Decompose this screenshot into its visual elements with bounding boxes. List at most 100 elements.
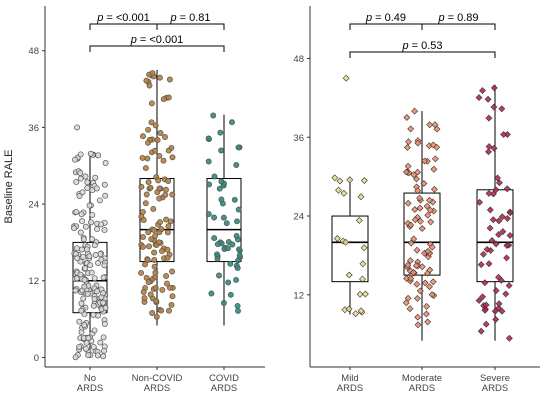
data-point xyxy=(482,320,490,328)
p-value-label: p = <0.001 xyxy=(130,34,184,46)
y-tick-label: 36 xyxy=(293,133,304,144)
data-point xyxy=(87,262,94,269)
data-point xyxy=(360,177,368,184)
data-point xyxy=(80,253,87,260)
data-point xyxy=(208,290,215,297)
p-symbol: p xyxy=(169,12,176,24)
data-point xyxy=(490,103,498,111)
data-point xyxy=(169,191,176,198)
data-point xyxy=(83,345,89,352)
data-point xyxy=(101,181,108,188)
data-point xyxy=(485,143,493,151)
data-point xyxy=(143,191,150,198)
data-point xyxy=(346,176,354,184)
data-point xyxy=(156,74,163,81)
data-point xyxy=(492,240,500,248)
bracket-line xyxy=(349,23,423,30)
data-point xyxy=(416,217,424,225)
data-point xyxy=(498,213,506,221)
data-point xyxy=(421,279,429,287)
data-point xyxy=(430,165,438,173)
data-point xyxy=(490,84,498,92)
p-value-label: p = 0.49 xyxy=(365,12,406,24)
data-point xyxy=(77,175,84,182)
data-point xyxy=(145,126,152,133)
data-point xyxy=(234,218,240,225)
data-point xyxy=(167,284,173,291)
data-point xyxy=(169,293,176,300)
data-point xyxy=(151,249,158,256)
data-point xyxy=(225,279,232,286)
data-point xyxy=(422,310,430,318)
data-point xyxy=(84,290,91,297)
data-point xyxy=(506,232,514,239)
p-value-text: = 0.89 xyxy=(445,12,479,24)
data-point xyxy=(495,231,503,239)
data-point xyxy=(506,209,514,217)
data-point xyxy=(361,290,369,298)
data-point xyxy=(144,257,151,264)
data-point xyxy=(81,276,88,283)
data-point xyxy=(164,229,171,236)
data-point xyxy=(216,272,222,279)
x-tick-label: Non-COVID xyxy=(132,373,183,384)
data-point xyxy=(403,114,411,121)
data-point xyxy=(164,280,170,287)
data-point xyxy=(82,223,89,230)
data-point xyxy=(205,211,212,218)
data-point xyxy=(428,243,436,251)
x-tick-label: ARDS xyxy=(211,383,237,394)
data-point xyxy=(143,77,150,84)
y-tick-label: 24 xyxy=(28,200,39,211)
data-point xyxy=(140,243,146,250)
data-point xyxy=(155,177,162,184)
data-point xyxy=(407,239,415,247)
data-point xyxy=(407,275,415,283)
comparison-bracket: p = <0.001 xyxy=(89,12,158,30)
data-point xyxy=(166,76,173,83)
bracket-line xyxy=(89,45,225,52)
data-point xyxy=(144,155,151,162)
data-point xyxy=(218,196,225,203)
data-point xyxy=(402,299,410,307)
data-point xyxy=(147,291,154,298)
data-point xyxy=(360,244,368,252)
data-point xyxy=(142,261,148,268)
data-point xyxy=(163,186,169,193)
data-point xyxy=(357,307,365,315)
data-point xyxy=(227,260,234,267)
p-value-label: p = <0.001 xyxy=(96,12,150,24)
data-point xyxy=(345,305,353,313)
data-point xyxy=(101,321,108,327)
data-point xyxy=(139,208,146,215)
box-iqr xyxy=(331,215,369,283)
box-group-1 xyxy=(71,124,109,361)
data-point xyxy=(88,269,95,276)
data-point xyxy=(148,236,155,243)
x-tick-label: COVID xyxy=(209,373,239,384)
data-point xyxy=(147,184,154,191)
x-tick-label: ARDS xyxy=(409,383,435,394)
x-tick-label: ARDS xyxy=(337,383,363,394)
data-point xyxy=(152,285,159,291)
data-point xyxy=(163,216,170,223)
data-point xyxy=(345,271,353,279)
data-point xyxy=(485,260,493,268)
data-point xyxy=(404,261,412,269)
data-point xyxy=(483,245,491,253)
data-point xyxy=(359,260,367,268)
data-point xyxy=(356,290,364,298)
data-point xyxy=(158,226,165,233)
data-point xyxy=(411,216,419,224)
data-point xyxy=(229,241,236,248)
data-point xyxy=(236,252,243,259)
data-point xyxy=(431,155,439,163)
data-point xyxy=(162,134,168,140)
data-point xyxy=(485,148,492,156)
data-point xyxy=(146,82,153,89)
p-value-label: p = 0.53 xyxy=(401,40,442,52)
data-point xyxy=(94,226,100,233)
data-point xyxy=(431,121,439,129)
